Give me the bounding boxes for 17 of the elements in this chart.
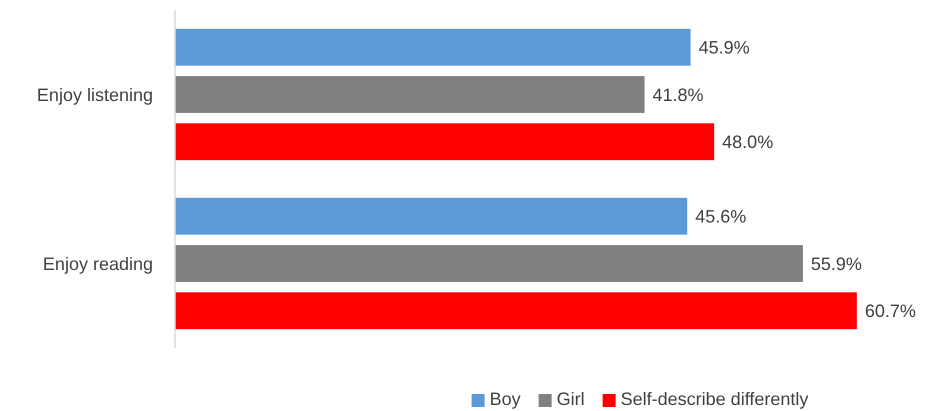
bar: [175, 28, 691, 66]
y-tick-label: Enjoy listening: [36, 84, 153, 105]
data-label: 48.0%: [722, 132, 774, 152]
data-label: 60.7%: [864, 301, 916, 322]
bar: [175, 76, 645, 113]
data-label: 55.9%: [810, 254, 862, 274]
legend-label: Boy: [490, 389, 521, 409]
bar: [175, 245, 803, 282]
data-label: 45.9%: [698, 38, 750, 58]
bar: [175, 292, 857, 330]
bar: [175, 123, 714, 160]
bar: [175, 198, 688, 235]
data-label: 41.8%: [652, 84, 704, 105]
y-tick-label: Enjoy reading: [42, 254, 153, 274]
legend-label: Girl: [556, 389, 585, 409]
legend-label: Self-describe differently: [620, 389, 808, 409]
data-label: 45.6%: [695, 206, 746, 227]
